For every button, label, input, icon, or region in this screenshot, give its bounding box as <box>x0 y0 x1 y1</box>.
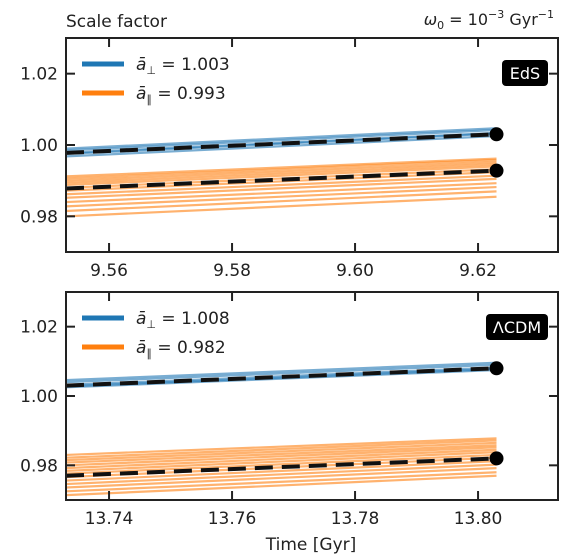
par-realisation-line <box>66 190 497 213</box>
perp-realisation-line <box>66 361 497 382</box>
plot-area <box>66 361 497 497</box>
model-badge-label: ΛCDM <box>493 318 541 337</box>
legend-entry: ā⊥ = 1.008 <box>136 309 230 331</box>
y-tick-label: 1.02 <box>20 65 58 85</box>
par-realisation-line <box>66 463 497 486</box>
par-realisation-line <box>66 182 497 204</box>
par-realisation-line <box>66 174 497 196</box>
panel-eds: 0.98 1.00 1.02 9.56 9.58 9.60 9.62 ā⊥ = 1.003 ā∥… <box>20 37 559 281</box>
par-realisation-line <box>66 157 497 178</box>
x-tick-label: 13.80 <box>454 509 503 529</box>
perp-mean-line <box>66 366 497 388</box>
x-tick-label: 13.76 <box>208 509 257 529</box>
x-axis-title: Time [Gyr] <box>265 535 357 554</box>
par-realisation-line <box>66 448 497 470</box>
perp-endpoint-marker <box>489 127 504 142</box>
perp-endpoint-marker <box>489 361 504 376</box>
model-badge: EdS <box>502 60 548 86</box>
par-endpoint-marker <box>489 163 504 178</box>
par-realisation-line <box>66 437 497 457</box>
par-realisation-line <box>66 471 497 493</box>
x-tick-label: 9.58 <box>213 261 251 281</box>
par-realisation-line <box>66 446 497 467</box>
plot-area <box>66 127 497 218</box>
perp-realisation-line <box>66 128 497 152</box>
x-tick-label: 9.62 <box>459 261 497 281</box>
model-badge-label: EdS <box>510 64 540 83</box>
panel-lcdm: 0.98 1.00 1.02 13.74 13.76 13.78 13.80 ā⊥ = 1.0… <box>20 291 559 529</box>
x-tick-label: 9.56 <box>90 261 128 281</box>
perp-realisation-line <box>66 134 497 158</box>
legend-entry: ā∥ = 0.982 <box>136 338 226 360</box>
y-tick-label: 1.00 <box>20 387 58 407</box>
perp-realisation-line <box>66 127 497 150</box>
par-realisation-line <box>66 453 497 475</box>
omega-annotation: ω0 = 10−3 Gyr−1 <box>424 8 554 32</box>
par-realisation-line <box>66 467 497 489</box>
par-realisation-line <box>66 474 497 497</box>
legend-entry: ā⊥ = 1.003 <box>136 55 230 77</box>
perp-realisation-line <box>66 363 497 384</box>
par-realisation-line <box>66 158 497 180</box>
par-realisation-line <box>66 161 497 182</box>
par-realisation-line <box>66 165 497 187</box>
x-tick-label: 13.78 <box>331 509 380 529</box>
y-axis-title: Scale factor <box>66 12 167 32</box>
par-realisation-line <box>66 444 497 464</box>
y-tick-label: 1.00 <box>20 136 58 156</box>
par-realisation-line <box>66 195 497 218</box>
par-realisation-line <box>66 441 497 462</box>
y-tick-label: 0.98 <box>20 207 58 227</box>
x-tick-label: 9.60 <box>336 261 374 281</box>
par-realisation-line <box>66 177 497 199</box>
x-tick-label: 13.74 <box>85 509 134 529</box>
y-tick-label: 1.02 <box>20 318 58 338</box>
legend-entry: ā∥ = 0.993 <box>136 84 226 106</box>
par-realisation-line <box>66 185 497 208</box>
par-mean-line <box>66 456 497 478</box>
par-realisation-line <box>66 163 497 184</box>
par-realisation-line <box>66 439 497 459</box>
par-realisation-line <box>66 451 497 472</box>
par-mean-line <box>66 168 497 191</box>
perp-mean-line <box>66 132 497 155</box>
model-badge: ΛCDM <box>486 314 548 340</box>
y-tick-label: 0.98 <box>20 456 58 476</box>
par-endpoint-marker <box>489 451 504 466</box>
par-realisation-line <box>66 460 497 482</box>
